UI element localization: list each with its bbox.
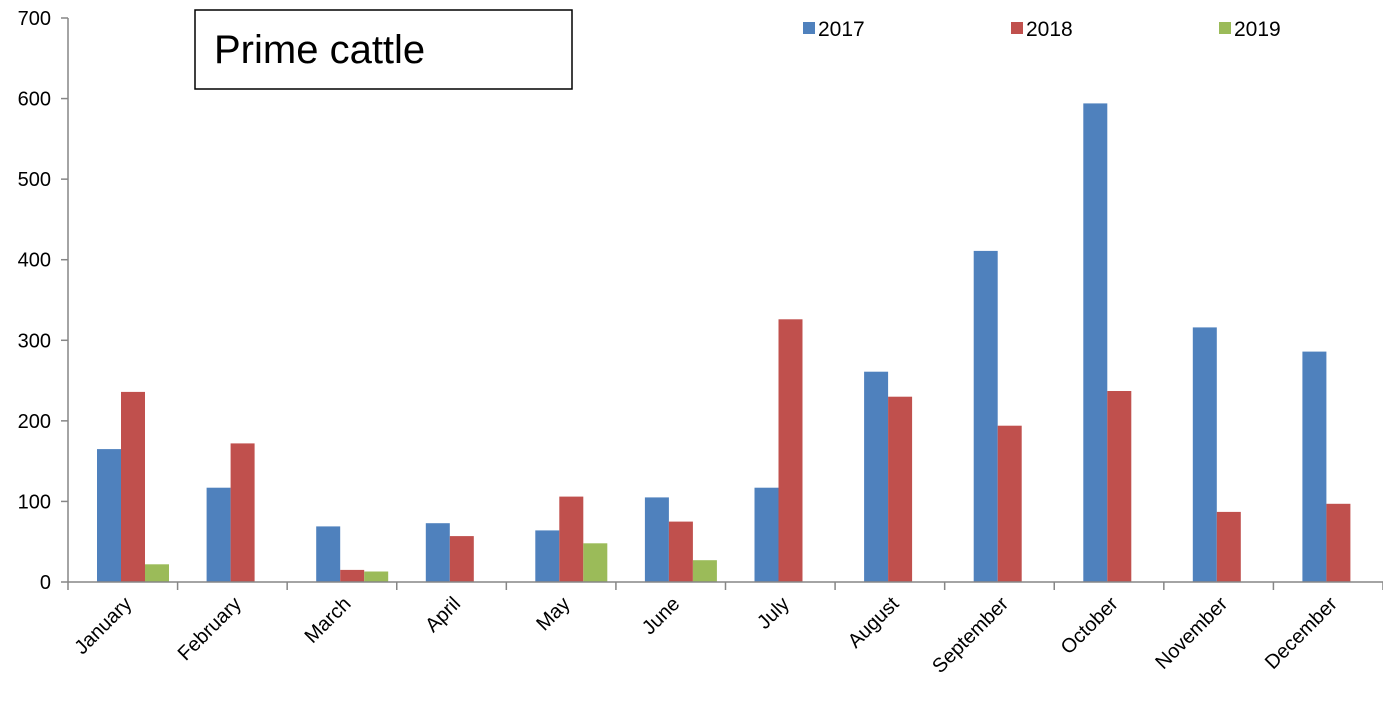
y-tick-label: 0	[40, 572, 51, 594]
bar-2018-november	[1216, 511, 1241, 582]
x-tick-label-may: May	[532, 593, 574, 635]
bar-2018-october	[1107, 391, 1132, 582]
bar-2018-december	[1326, 503, 1351, 582]
y-tick-label: 400	[18, 250, 51, 272]
bar-2019-january	[145, 564, 169, 582]
legend-swatch-2017	[803, 22, 815, 34]
x-tick-label-october: October	[1057, 593, 1123, 659]
y-axis-ticks: 0 100 200 300 400 500 600 700	[18, 8, 68, 594]
bar-2018-february	[230, 443, 255, 582]
y-tick-label: 500	[18, 169, 51, 191]
bar-2017-march	[316, 526, 341, 582]
bar-2017-january	[97, 449, 121, 582]
bar-2019-june	[692, 560, 717, 582]
x-tick-label-february: February	[174, 593, 246, 665]
bar-2018-may	[559, 496, 584, 582]
bar-2018-august	[888, 396, 913, 582]
bar-2018-july	[778, 319, 803, 582]
y-tick-label: 100	[18, 491, 51, 513]
y-tick-label: 300	[18, 330, 51, 352]
bars	[97, 103, 1351, 583]
bar-2017-may	[535, 530, 560, 582]
bar-2017-december	[1302, 351, 1327, 582]
chart-title-box: Prime cattle	[194, 9, 573, 90]
bar-2018-march	[340, 569, 365, 582]
y-tick-label: 600	[18, 89, 51, 111]
bar-2017-november	[1192, 327, 1217, 582]
legend-label-2017: 2017	[818, 18, 865, 41]
x-tick-label-november: November	[1151, 593, 1232, 674]
bar-2019-march	[364, 571, 389, 582]
chart-title-frame	[194, 9, 573, 90]
bar-2018-january	[121, 391, 145, 582]
bar-2017-september	[973, 250, 998, 582]
bar-2018-june	[668, 521, 693, 582]
x-tick-label-july: July	[753, 593, 794, 634]
bar-2017-july	[754, 487, 779, 582]
legend-label-2018: 2018	[1026, 18, 1073, 41]
x-tick-label-march: March	[301, 593, 356, 648]
bar-2017-october	[1083, 103, 1108, 583]
legend-label-2019: 2019	[1234, 18, 1281, 41]
legend-swatch-2019	[1219, 22, 1231, 34]
bar-2017-august	[864, 371, 889, 582]
x-tick-label-august: August	[844, 593, 904, 653]
plot-area: 0 100 200 300 400 500 600 700 January February Ma…	[18, 8, 1383, 678]
bar-2017-april	[425, 523, 450, 582]
bar-2019-may	[583, 543, 608, 582]
x-tick-label-april: April	[421, 593, 465, 637]
x-axis-ticks: January February March April May June July Augu…	[67, 582, 1383, 678]
bar-2017-june	[644, 497, 669, 582]
legend-swatch-2018	[1011, 22, 1023, 34]
y-tick-label: 200	[18, 411, 51, 433]
bar-2018-april	[449, 536, 474, 582]
x-tick-label-september: September	[928, 593, 1013, 678]
y-tick-label: 700	[18, 8, 51, 30]
legend: 2017 2018 2019	[803, 18, 1281, 41]
bar-2017-february	[206, 487, 231, 582]
x-tick-label-december: December	[1261, 593, 1342, 674]
x-tick-label-june: June	[638, 593, 684, 639]
chart-title: Prime cattle	[214, 28, 425, 72]
bar-2018-september	[997, 425, 1022, 582]
x-tick-label-january: January	[70, 593, 136, 659]
